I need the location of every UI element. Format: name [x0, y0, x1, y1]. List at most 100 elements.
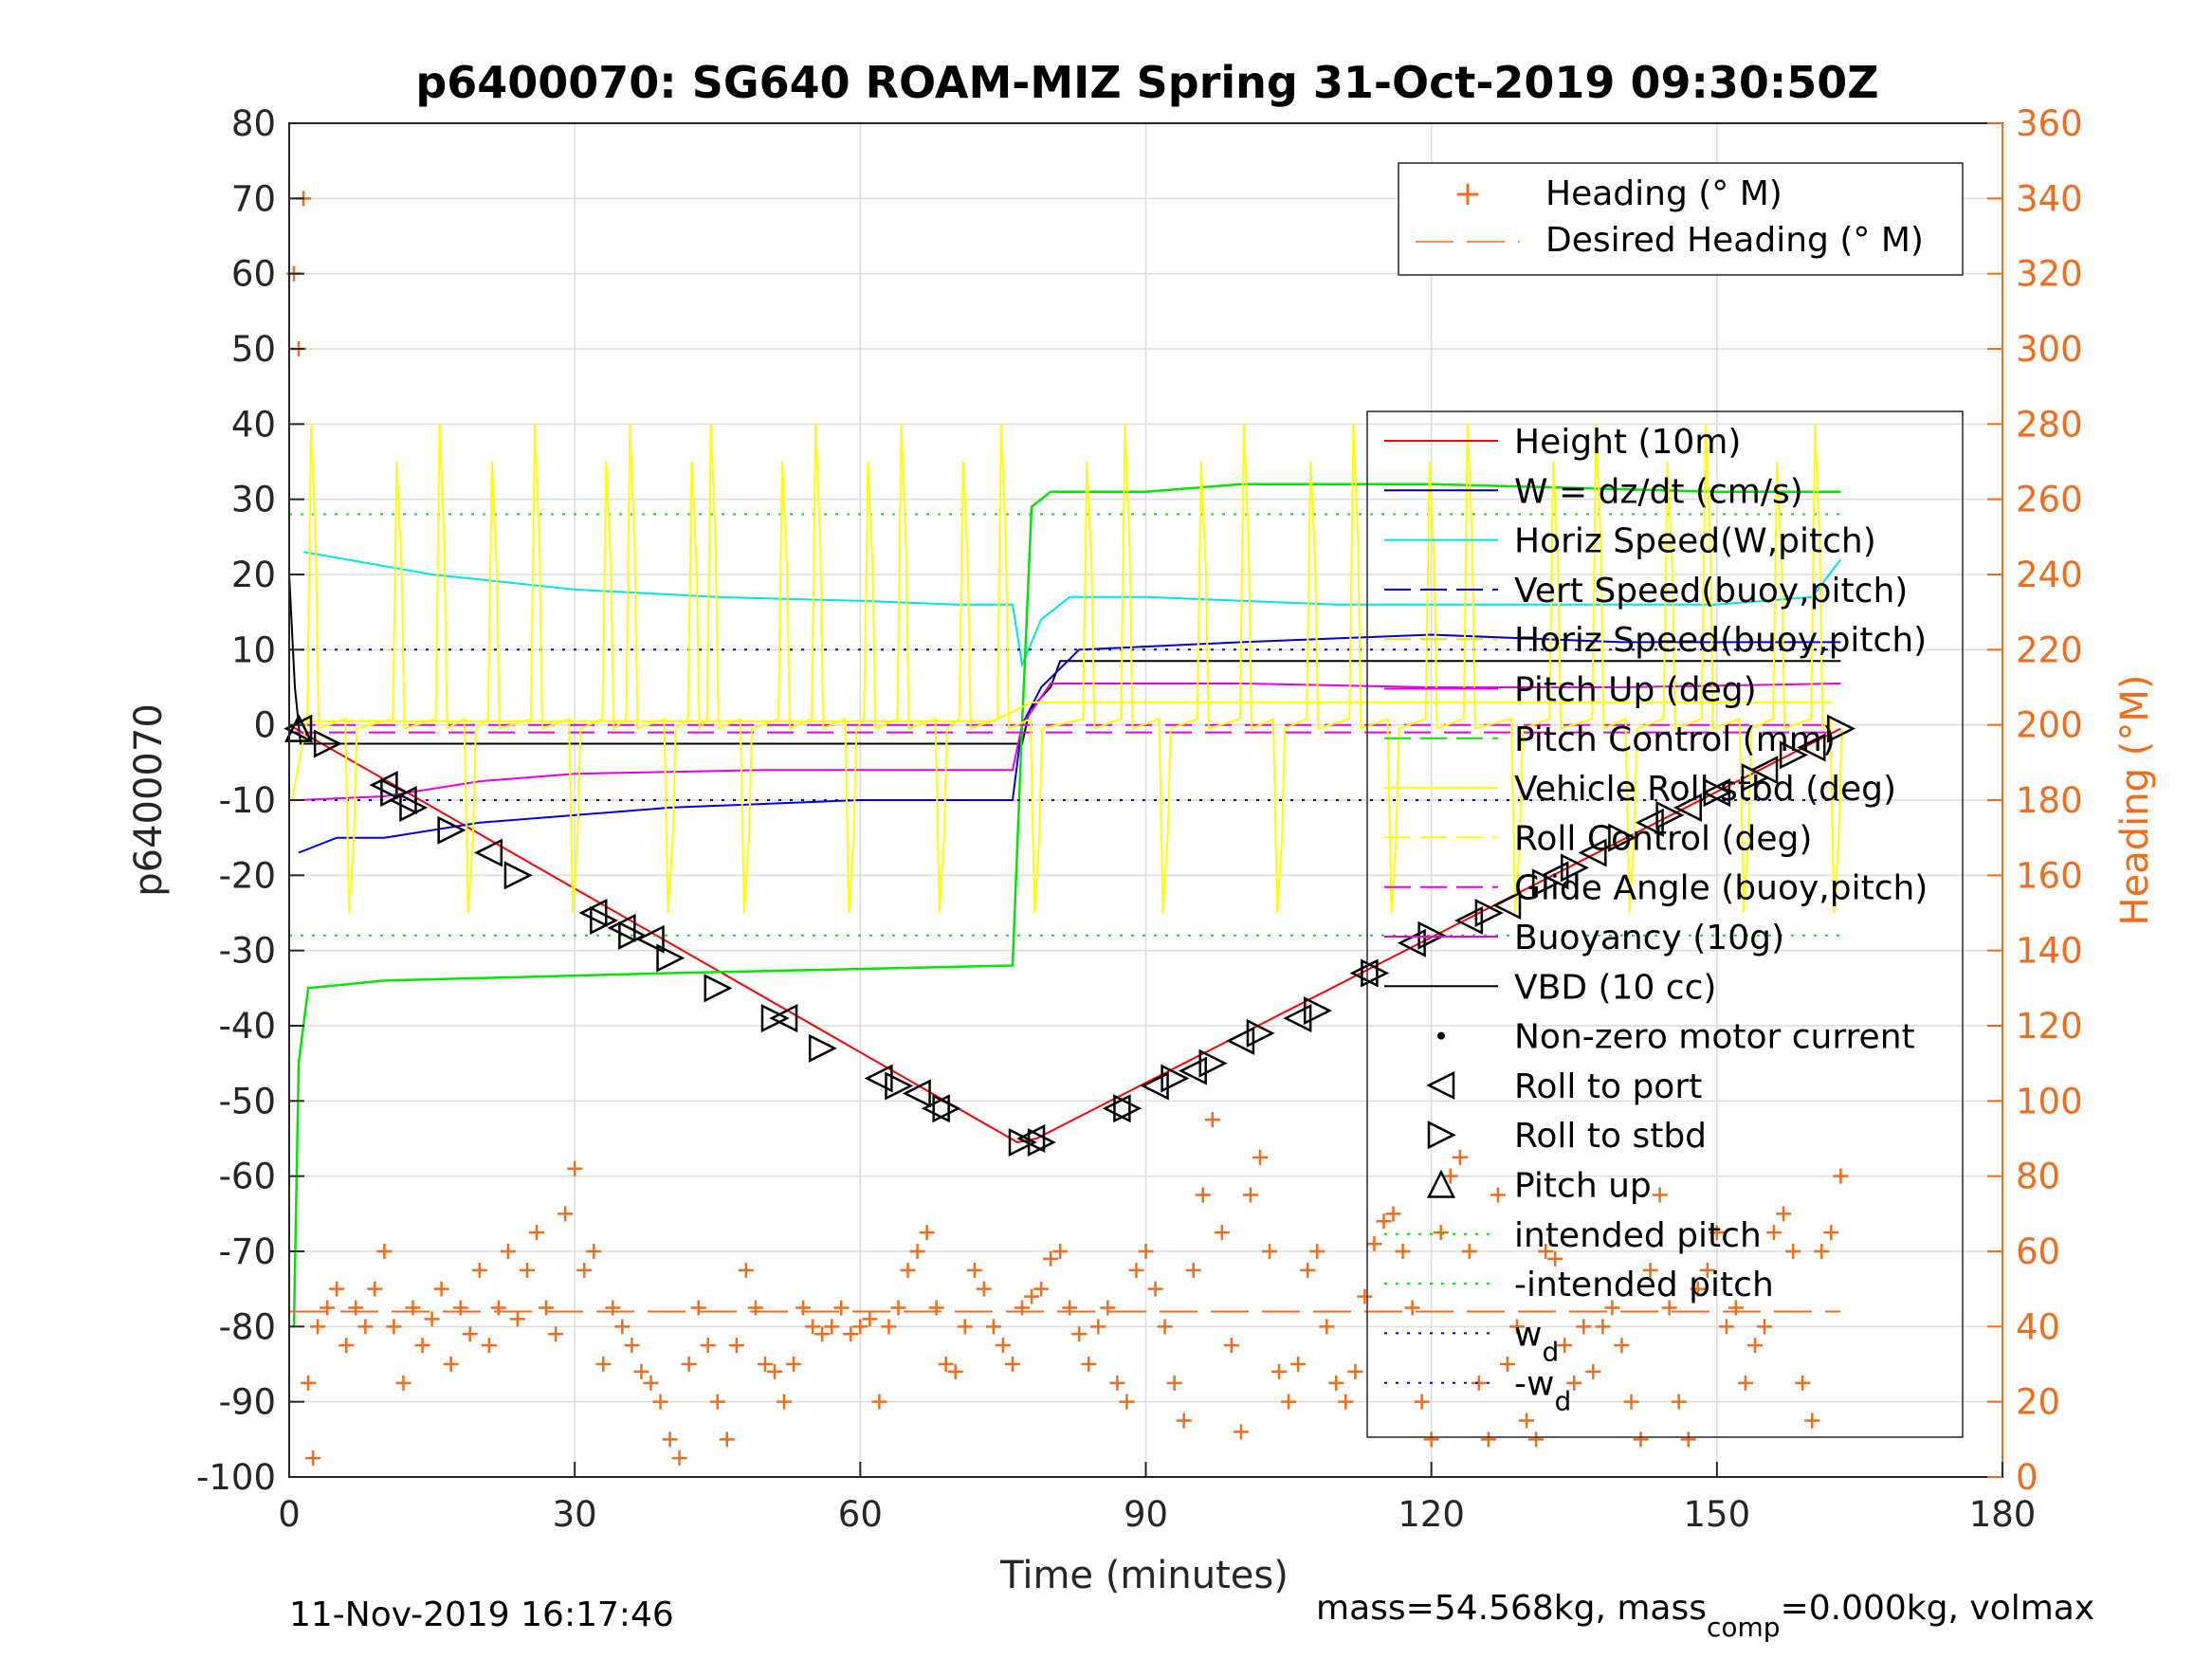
legend-entry-14-label: Roll to stbd: [1514, 1117, 1707, 1156]
heading-marker: [519, 1262, 535, 1278]
heading-marker: [1214, 1225, 1230, 1241]
roll-to-stbd-marker: [1531, 868, 1561, 898]
heading-marker: [1138, 1244, 1154, 1259]
legend-entry-17-label: -intended pitch: [1514, 1266, 1774, 1304]
y-tick-label: -60: [219, 1157, 276, 1197]
heading-marker: [624, 1338, 640, 1354]
y2-tick-label: 320: [2016, 254, 2083, 295]
roll-to-port-marker: [1797, 733, 1826, 762]
marker-layer: [283, 191, 1856, 1467]
heading-marker: [1423, 1431, 1439, 1448]
heading-marker: [1414, 1394, 1430, 1410]
roll-to-stbd-marker: [437, 815, 466, 845]
y2-axis: 3603403203002802602402202001801601401201…: [1987, 103, 2083, 1498]
heading-marker: [966, 1262, 982, 1278]
legend-heading: + Heading (° M) Desired Heading (° M): [1398, 162, 1964, 276]
heading-marker: [728, 1338, 744, 1354]
heading-marker: [805, 1319, 821, 1335]
roll-to-stbd-marker: [1417, 921, 1447, 950]
legend-entry-15-label: Pitch up: [1514, 1167, 1652, 1206]
heading-marker: [1595, 1319, 1611, 1335]
roll-to-port-marker: [1492, 891, 1522, 921]
roll-to-port-marker: [1349, 958, 1379, 988]
heading-marker: [881, 1319, 897, 1335]
heading-marker: [1147, 1281, 1163, 1297]
heading-marker: [1319, 1319, 1335, 1335]
x-axis: 0 30 60 90 120 150 180: [278, 1462, 2036, 1535]
heading-marker: [443, 1357, 459, 1372]
heading-marker: [1776, 1206, 1792, 1222]
series-line-roll-control: [302, 701, 1832, 722]
heading-marker: [1128, 1262, 1144, 1278]
legend-entry-1-label: W = dz/dt (cm/s): [1514, 472, 1803, 511]
heading-marker: [1585, 1363, 1601, 1379]
footer-mass-suffix: =0.000kg, volmax: [1781, 1589, 2095, 1628]
heading-marker: [1509, 1319, 1526, 1335]
legend-heading-box: [1398, 162, 1964, 276]
heading-marker: [433, 1281, 449, 1297]
heading-marker: [738, 1262, 754, 1278]
heading-marker: [995, 1338, 1011, 1354]
legend-entry-18-label-sub: d: [1542, 1336, 1559, 1367]
heading-marker: [1519, 1413, 1535, 1429]
heading-marker: [1062, 1300, 1078, 1316]
y-axis-label: p6400070: [127, 703, 171, 897]
heading-marker: [652, 1394, 668, 1410]
roll-to-port-marker: [1578, 838, 1607, 867]
roll-to-stbd-marker: [704, 974, 733, 1003]
heading-marker: [985, 1319, 1001, 1335]
heading-marker: [1242, 1187, 1258, 1203]
roll-to-stbd-marker: [1303, 996, 1332, 1026]
heading-marker: [1300, 1262, 1316, 1278]
y-tick-label: -50: [219, 1081, 276, 1121]
heading-marker: [1185, 1262, 1201, 1278]
series-line-pitch-control-mm-: [292, 483, 1841, 1327]
y2-tick-label: 200: [2016, 705, 2083, 746]
heading-marker: [957, 1319, 973, 1335]
x-tick-label: 0: [278, 1494, 301, 1535]
legend-entry-12-label: Non-zero motor current: [1514, 1018, 1915, 1057]
legend-entry-6-label: Pitch Control (mm): [1514, 720, 1836, 759]
y-tick-label: 10: [231, 629, 276, 670]
pitch-up-marker: [284, 713, 314, 742]
roll-to-stbd-marker: [1561, 853, 1590, 883]
heading-marker: [1461, 1244, 1477, 1259]
heading-marker: [586, 1244, 602, 1259]
heading-marker: [976, 1281, 992, 1297]
series-line-vehicle-roll: [291, 424, 1843, 914]
heading-marker: [576, 1262, 593, 1278]
heading-marker: [1680, 1431, 1696, 1448]
roll-to-port-marker: [769, 1004, 798, 1033]
series-line-w-dz-dt-cm-s-: [288, 574, 1841, 745]
heading-marker: [1614, 1338, 1630, 1354]
y-tick-label: -80: [219, 1306, 276, 1347]
roll-to-stbd-marker: [1608, 823, 1637, 852]
roll-to-stbd-marker: [1703, 778, 1732, 808]
heading-marker: [1100, 1300, 1116, 1316]
roll-to-stbd-marker: [932, 1094, 961, 1123]
heading-marker: [1014, 1300, 1030, 1316]
legend-entry-11-label: VBD (10 cc): [1514, 968, 1716, 1007]
legend-entry-5-label: Pitch Up (deg): [1514, 671, 1757, 710]
heading-marker: [1176, 1413, 1192, 1429]
heading-marker: [1699, 1262, 1715, 1278]
roll-to-port-marker: [474, 838, 503, 867]
heading-marker: [1004, 1357, 1020, 1372]
roll-to-stbd-marker: [618, 921, 648, 950]
legend-entry-8-label: Roll Control (deg): [1514, 819, 1812, 858]
legend-entry-2-label: Horiz Speed(W,pitch): [1514, 522, 1876, 561]
y-tick-label: -70: [219, 1231, 276, 1272]
y-tick-label: 50: [231, 329, 276, 370]
y2-tick-label: 160: [2016, 855, 2083, 896]
heading-marker: [1452, 1149, 1468, 1165]
heading-marker: [595, 1357, 612, 1372]
heading-marker: [671, 1450, 687, 1467]
roll-to-stbd-marker: [760, 1004, 790, 1033]
heading-marker: [539, 1300, 555, 1316]
heading-marker: [1204, 1112, 1220, 1128]
roll-to-stbd-marker: [1008, 1127, 1037, 1157]
heading-marker: [614, 1319, 631, 1335]
roll-to-stbd-marker: [1779, 740, 1808, 770]
legend-entry-15-swatch: [1426, 1169, 1456, 1198]
y2-tick-label: 240: [2016, 555, 2083, 595]
